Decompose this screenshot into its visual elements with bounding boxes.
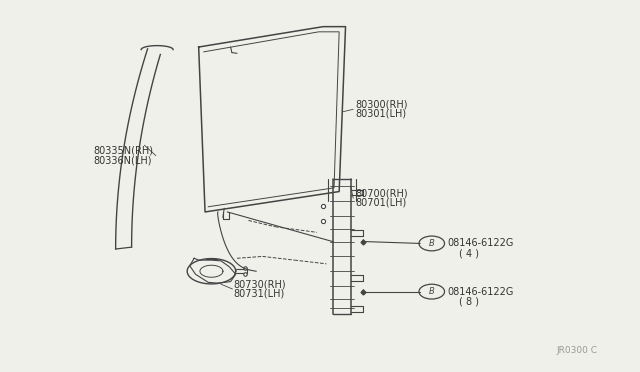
Text: 80730(RH): 80730(RH) — [234, 279, 287, 289]
Text: 80701(LH): 80701(LH) — [355, 198, 406, 208]
Text: ( 8 ): ( 8 ) — [460, 296, 479, 307]
Text: B: B — [429, 287, 435, 296]
Text: 08146-6122G: 08146-6122G — [448, 238, 514, 248]
Text: B: B — [429, 239, 435, 248]
Text: 80301(LH): 80301(LH) — [355, 109, 406, 119]
Text: 80335N(RH): 80335N(RH) — [93, 146, 154, 156]
Text: 80700(RH): 80700(RH) — [355, 188, 408, 198]
Text: JR0300 C: JR0300 C — [556, 346, 597, 355]
Text: 08146-6122G: 08146-6122G — [448, 286, 514, 296]
Text: 80731(LH): 80731(LH) — [234, 288, 285, 298]
Text: 80300(RH): 80300(RH) — [355, 99, 408, 109]
Text: ( 4 ): ( 4 ) — [460, 248, 479, 259]
Text: 80336N(LH): 80336N(LH) — [93, 155, 152, 165]
